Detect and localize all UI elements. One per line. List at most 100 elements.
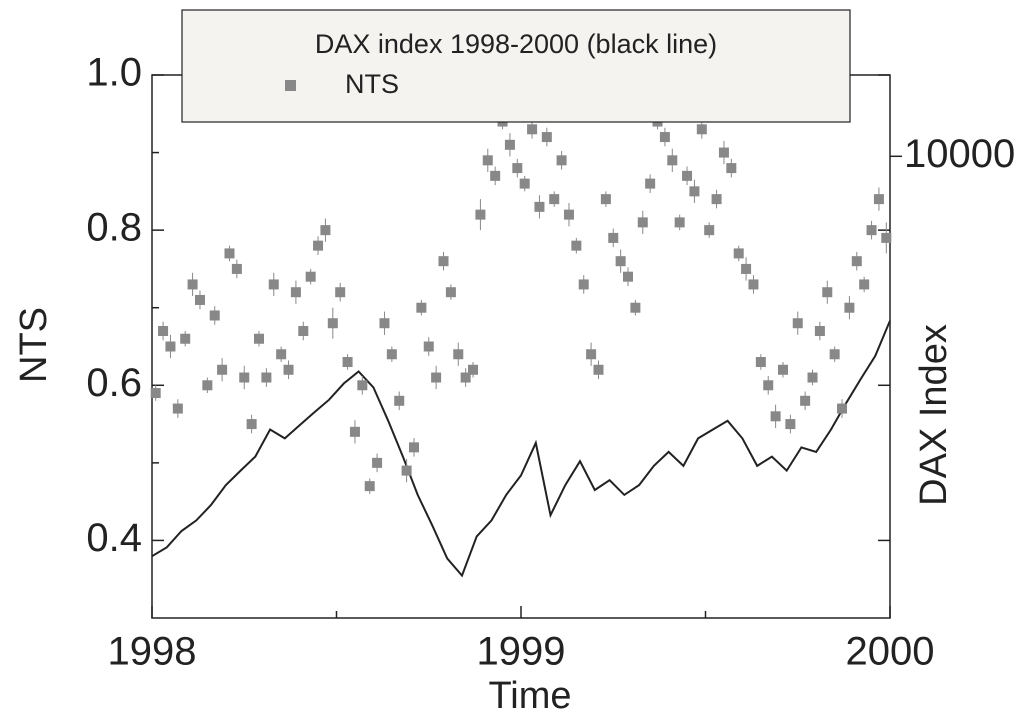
marker [866, 225, 877, 236]
point [630, 299, 641, 316]
point [283, 360, 294, 380]
marker [386, 349, 397, 360]
marker [578, 279, 589, 290]
point [276, 346, 287, 363]
legend-box [181, 9, 851, 123]
point [563, 202, 574, 227]
point [844, 296, 855, 320]
legend-label: NTS [345, 69, 399, 99]
point [512, 158, 523, 178]
marker [586, 349, 597, 360]
marker [718, 147, 729, 158]
x-tick-label: 1998 [108, 630, 197, 674]
y2-axis-label: DAX Index [913, 324, 955, 506]
marker [283, 364, 294, 375]
point [859, 276, 870, 293]
marker [689, 186, 700, 197]
point [379, 311, 390, 335]
marker [504, 139, 515, 150]
point [578, 275, 589, 294]
point [541, 127, 552, 147]
point [645, 174, 656, 193]
point [460, 368, 471, 387]
point [674, 214, 685, 231]
point [180, 330, 191, 347]
marker [859, 279, 870, 290]
marker [298, 325, 309, 336]
marker [837, 403, 848, 414]
marker [313, 240, 324, 251]
marker [541, 132, 552, 143]
marker [696, 124, 707, 135]
marker [349, 426, 360, 437]
marker [667, 155, 678, 166]
x-tick-label: 1999 [477, 630, 566, 674]
y2-tick-label: 10000 [904, 132, 1015, 176]
marker [187, 279, 198, 290]
marker [851, 256, 862, 267]
marker [770, 411, 781, 422]
legend-marker [285, 80, 296, 91]
marker [608, 232, 619, 243]
point [468, 362, 479, 378]
point [682, 166, 693, 186]
marker [431, 372, 442, 383]
point [158, 321, 169, 341]
point [320, 218, 331, 242]
marker [394, 395, 405, 406]
point [800, 391, 811, 411]
marker [822, 287, 833, 298]
point [608, 228, 619, 248]
y-axis-label: NTS [13, 307, 55, 383]
marker [379, 318, 390, 329]
point [313, 236, 324, 255]
point [482, 148, 493, 172]
point [763, 375, 774, 395]
point [527, 119, 538, 139]
marker [158, 325, 169, 336]
point [785, 414, 796, 434]
point [372, 453, 383, 473]
marker [453, 349, 464, 360]
marker [335, 287, 346, 298]
marker [180, 333, 191, 344]
point [239, 365, 250, 390]
marker [645, 178, 656, 189]
marker [726, 163, 737, 174]
point [172, 399, 183, 418]
point [364, 478, 375, 494]
point [431, 365, 442, 390]
point [342, 354, 353, 370]
point [689, 179, 700, 203]
marker [704, 225, 715, 236]
plot-frame [151, 74, 891, 619]
point [667, 148, 678, 172]
marker [239, 372, 250, 383]
marker [482, 155, 493, 166]
y-tick-label: 1.0 [86, 51, 142, 95]
point [733, 245, 744, 262]
point [438, 251, 449, 271]
point [873, 187, 884, 211]
marker [748, 279, 759, 290]
marker [512, 163, 523, 174]
point [718, 140, 729, 165]
point [445, 284, 456, 300]
y-tick-label: 0.8 [86, 206, 142, 250]
point [290, 280, 301, 304]
point [187, 272, 198, 297]
marker [571, 240, 582, 251]
marker [623, 271, 634, 282]
marker [290, 287, 301, 298]
point [770, 404, 781, 428]
point [261, 368, 272, 387]
point [696, 119, 707, 139]
point [394, 391, 405, 411]
marker [401, 465, 412, 476]
marker [682, 170, 693, 181]
point [837, 399, 848, 418]
point [586, 342, 597, 366]
y-tick-label: 0.4 [86, 516, 142, 560]
point [254, 330, 265, 347]
point [217, 358, 228, 382]
